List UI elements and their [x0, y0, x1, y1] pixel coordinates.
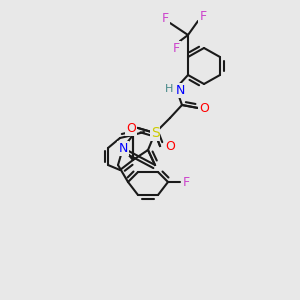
Text: F: F: [161, 11, 169, 25]
Text: O: O: [126, 122, 136, 134]
Text: S: S: [151, 126, 159, 140]
Text: O: O: [199, 101, 209, 115]
Text: F: F: [200, 10, 207, 22]
Text: H: H: [165, 84, 173, 94]
Text: N: N: [175, 83, 185, 97]
Text: O: O: [165, 140, 175, 152]
Text: N: N: [118, 142, 128, 154]
Text: F: F: [172, 41, 180, 55]
Text: F: F: [182, 176, 190, 188]
